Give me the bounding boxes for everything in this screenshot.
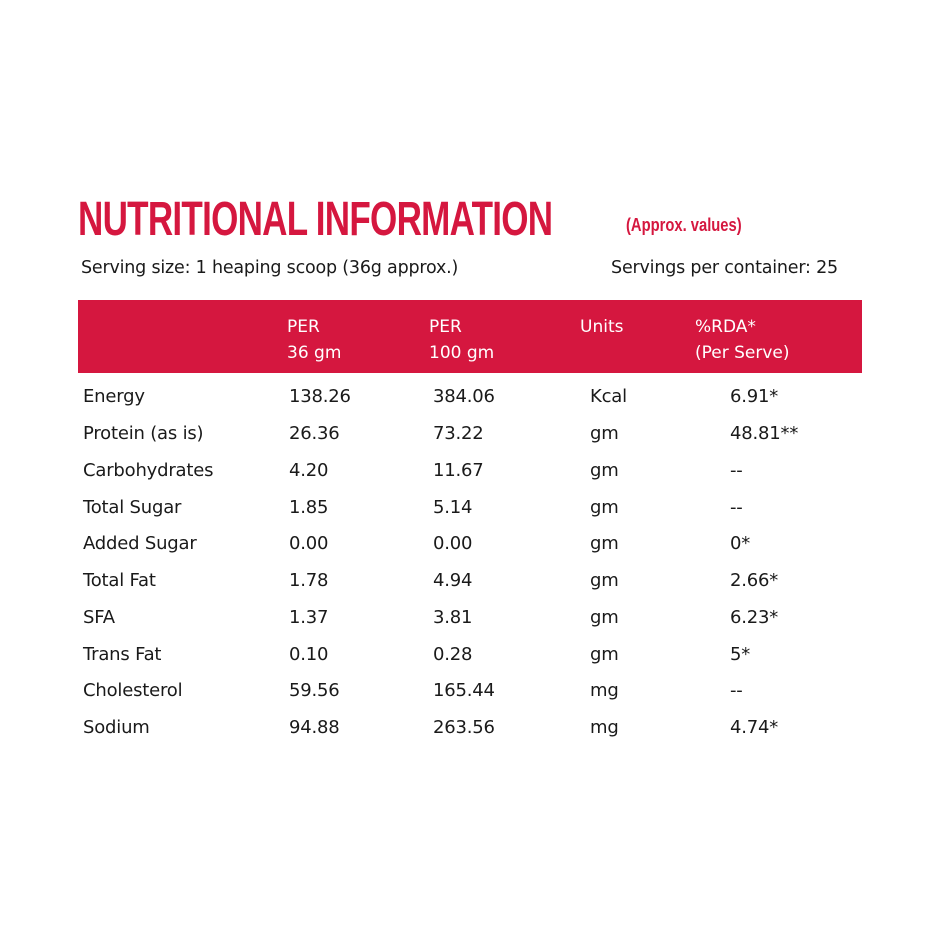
table-row: Carbohydrates 4.20 11.67 gm -- <box>0 460 940 490</box>
nutrient-name: Sodium <box>83 717 150 738</box>
rda-value: 0* <box>730 533 751 554</box>
unit: gm <box>590 423 619 444</box>
nutrient-name: Cholesterol <box>83 680 183 701</box>
header-per-36gm: PER 36 gm <box>287 314 341 366</box>
header-per-100gm: PER 100 gm <box>429 314 494 366</box>
table-row: Total Sugar 1.85 5.14 gm -- <box>0 497 940 527</box>
rda-value: 4.74* <box>730 717 779 738</box>
value-per-36gm: 26.36 <box>289 423 340 444</box>
nutrient-name: Total Fat <box>83 570 156 591</box>
rda-value: 5* <box>730 644 751 665</box>
rda-value: 6.23* <box>730 607 779 628</box>
title-row: NUTRITIONAL INFORMATION (Approx. values) <box>78 192 767 247</box>
table-row: Cholesterol 59.56 165.44 mg -- <box>0 680 940 710</box>
nutrient-name: Trans Fat <box>83 644 162 665</box>
nutrient-name: Energy <box>83 386 145 407</box>
table-row: Protein (as is) 26.36 73.22 gm 48.81** <box>0 423 940 453</box>
value-per-36gm: 4.20 <box>289 460 329 481</box>
header-units-label: Units <box>580 317 624 337</box>
table-row: Trans Fat 0.10 0.28 gm 5* <box>0 644 940 674</box>
value-per-100gm: 4.94 <box>433 570 473 591</box>
title-note: (Approx. values) <box>626 215 742 235</box>
value-per-100gm: 11.67 <box>433 460 484 481</box>
table-header: PER 36 gm PER 100 gm Units %RDA* (Per Se… <box>78 300 862 373</box>
nutrient-name: Total Sugar <box>83 497 182 518</box>
header-rda: %RDA* (Per Serve) <box>695 314 790 366</box>
unit: mg <box>590 680 619 701</box>
header-rda-label: %RDA* (Per Serve) <box>695 317 790 363</box>
unit: gm <box>590 570 619 591</box>
header-units: Units <box>580 314 623 340</box>
rda-value: -- <box>730 460 743 481</box>
value-per-36gm: 59.56 <box>289 680 340 701</box>
value-per-100gm: 3.81 <box>433 607 473 628</box>
rda-value: 6.91* <box>730 386 779 407</box>
value-per-36gm: 1.78 <box>289 570 329 591</box>
table-row: Sodium 94.88 263.56 mg 4.74* <box>0 717 940 747</box>
value-per-100gm: 165.44 <box>433 680 495 701</box>
header-per-100gm-line1: PER 100 gm <box>429 317 495 363</box>
value-per-36gm: 0.10 <box>289 644 329 665</box>
nutrient-name: Protein (as is) <box>83 423 204 444</box>
header-per-36gm-line1: PER 36 gm <box>287 317 342 363</box>
value-per-100gm: 384.06 <box>433 386 495 407</box>
table-row: SFA 1.37 3.81 gm 6.23* <box>0 607 940 637</box>
value-per-100gm: 0.28 <box>433 644 473 665</box>
value-per-36gm: 138.26 <box>289 386 351 407</box>
rda-value: -- <box>730 680 743 701</box>
serving-size: Serving size: 1 heaping scoop (36g appro… <box>81 258 459 278</box>
unit: gm <box>590 607 619 628</box>
unit: gm <box>590 533 619 554</box>
value-per-36gm: 1.37 <box>289 607 329 628</box>
rda-value: -- <box>730 497 743 518</box>
unit: mg <box>590 717 619 738</box>
unit: Kcal <box>590 386 627 407</box>
servings-per-container: Servings per container: 25 <box>611 258 838 278</box>
nutrient-name: Carbohydrates <box>83 460 214 481</box>
rda-value: 2.66* <box>730 570 779 591</box>
value-per-100gm: 5.14 <box>433 497 473 518</box>
unit: gm <box>590 497 619 518</box>
unit: gm <box>590 644 619 665</box>
page-title: NUTRITIONAL INFORMATION <box>78 193 553 246</box>
table-row: Energy 138.26 384.06 Kcal 6.91* <box>0 386 940 416</box>
value-per-100gm: 263.56 <box>433 717 495 738</box>
table-row: Total Fat 1.78 4.94 gm 2.66* <box>0 570 940 600</box>
rda-value: 48.81** <box>730 423 799 444</box>
value-per-36gm: 1.85 <box>289 497 329 518</box>
nutrient-name: SFA <box>83 607 115 628</box>
value-per-36gm: 0.00 <box>289 533 329 554</box>
value-per-100gm: 73.22 <box>433 423 484 444</box>
table-row: Added Sugar 0.00 0.00 gm 0* <box>0 533 940 563</box>
unit: gm <box>590 460 619 481</box>
nutrient-name: Added Sugar <box>83 533 197 554</box>
value-per-100gm: 0.00 <box>433 533 473 554</box>
value-per-36gm: 94.88 <box>289 717 340 738</box>
